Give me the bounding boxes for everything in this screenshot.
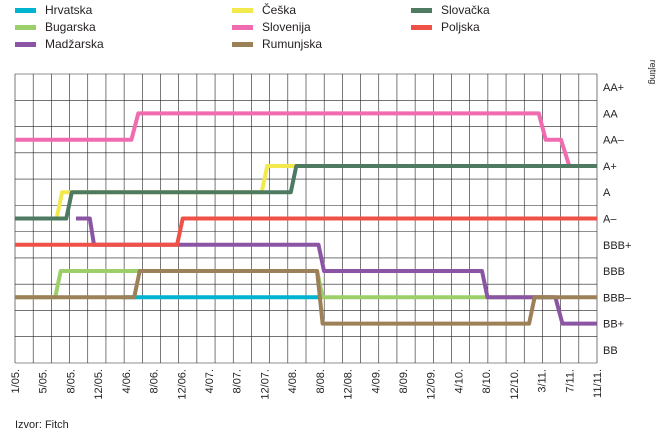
legend-label: Slovačka [441,3,490,17]
legend-label: Češka [262,2,296,17]
x-tick-label: 11/11. [592,369,604,398]
x-tick-label: 4/07. [204,369,216,393]
source-label: Izvor: Fitch [15,419,69,431]
x-tick-label: 8/07. [232,369,244,393]
y-tick-label: A [603,187,611,199]
x-tick-label: 12/06. [176,369,188,400]
y-tick-label: BBB– [603,292,632,304]
x-tick-label: 8/06. [149,369,161,393]
y-tick-label: A– [603,214,617,226]
y-tick-label: AA– [603,135,625,147]
y-tick-label: BB+ [603,319,624,331]
x-tick-label: 5/05. [38,369,50,393]
x-tick-label: 4/08. [287,369,299,393]
y-tick-label: AA [603,108,618,120]
y-tick-label: AA+ [603,82,624,94]
legend-swatch [411,8,432,13]
series-line [76,216,597,326]
legend-label: Madžarska [45,37,104,51]
x-tick-label: 8/08. [315,369,327,393]
y-tick-label: BB [603,345,618,357]
series-line [15,216,597,247]
x-tick-label: 12/05. [93,369,105,400]
x-tick-label: 12/09. [426,369,438,400]
legend-swatch [15,25,36,30]
x-tick-label: 8/09. [398,369,410,393]
legend-label: Hrvatska [45,3,93,17]
series-line [15,111,597,168]
x-tick-label: 8/10. [481,369,493,393]
y-tick-label: BBB [603,266,625,278]
legend-swatch [232,42,253,47]
x-tick-label: 4/09. [370,369,382,393]
series-line [15,269,597,326]
x-tick-label: 1/05. [10,369,22,393]
x-tick-label: 12/10. [509,369,521,400]
y-tick-label: A+ [603,161,617,173]
x-tick-label: 4/10. [453,369,465,393]
x-axis-ticks: 1/05. 5/05. 8/05. 12/05. 4/06. 8/06. 12/06. 4/0… [10,369,604,400]
legend: Hrvatska Češka Slovačka Bugarska Slovenija Po… [15,2,490,51]
x-tick-label: 7/11. [564,369,576,393]
legend-label: Slovenija [262,20,311,34]
legend-swatch [232,25,253,30]
legend-swatch [232,8,253,13]
x-tick-label: 3/11. [537,369,549,393]
y-tick-label: BBB+ [603,240,631,252]
x-tick-label: 12/08. [343,369,355,400]
legend-swatch [411,25,432,30]
x-tick-label: 12/07. [259,369,271,400]
legend-label: Bugarska [45,20,96,34]
series-line [15,164,597,221]
x-tick-label: 4/06. [121,369,133,393]
legend-swatch [15,42,36,47]
legend-swatch [15,8,36,13]
x-tick-label: 8/05. [65,369,77,393]
series-lines [15,111,597,326]
y-axis-label: rejting [648,60,656,85]
legend-label: Poljska [441,20,480,34]
legend-label: Rumunjska [262,37,322,51]
